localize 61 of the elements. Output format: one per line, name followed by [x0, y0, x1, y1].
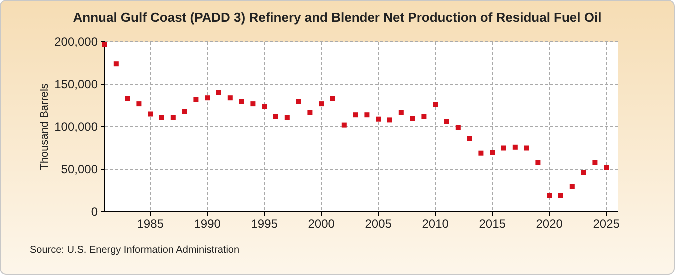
- point: [170, 115, 176, 120]
- point: [536, 160, 541, 166]
- point: [581, 170, 586, 176]
- y-axis-title: Thousand Barrels: [39, 83, 51, 170]
- point: [353, 112, 358, 118]
- point: [422, 114, 427, 120]
- y-tick-label: 100,000: [54, 120, 98, 134]
- point: [205, 96, 210, 101]
- point: [410, 116, 416, 121]
- source-note: Source: U.S. Energy Information Administration: [30, 245, 240, 256]
- point: [570, 184, 575, 189]
- x-tick-label: 2010: [422, 217, 450, 231]
- point: [490, 150, 496, 155]
- point: [148, 112, 154, 117]
- point: [239, 99, 244, 104]
- point: [250, 102, 256, 107]
- chart-title: Annual Gulf Coast (PADD 3) Refinery and Blender Net Production of Residual Fuel Oil: [73, 10, 602, 25]
- point: [502, 146, 506, 151]
- point: [228, 96, 233, 101]
- point: [330, 96, 336, 102]
- point: [182, 109, 188, 114]
- x-tick-label: 2020: [536, 217, 564, 231]
- point: [262, 104, 268, 110]
- x-tick-label: 2000: [308, 217, 336, 231]
- x-tick-label: 2015: [479, 217, 506, 231]
- point: [456, 125, 461, 130]
- x-tick-label: 1990: [194, 217, 222, 231]
- point: [274, 114, 278, 120]
- point: [284, 115, 290, 120]
- point: [319, 102, 324, 107]
- point: [558, 193, 564, 198]
- point: [388, 118, 392, 123]
- point: [604, 165, 610, 170]
- point: [444, 119, 450, 124]
- point: [160, 115, 164, 120]
- point: [592, 160, 598, 166]
- point: [125, 96, 130, 102]
- point: [364, 112, 370, 118]
- y-tick-label: 200,000: [54, 35, 98, 50]
- point: [433, 102, 438, 108]
- point: [342, 122, 347, 128]
- point: [524, 146, 530, 151]
- x-tick-label: 2025: [593, 217, 620, 231]
- point: [547, 193, 552, 198]
- point: [114, 62, 119, 67]
- point: [194, 97, 199, 102]
- y-tick-label: 50,000: [61, 162, 98, 177]
- point: [376, 116, 382, 122]
- point: [467, 136, 472, 142]
- point: [512, 144, 518, 150]
- point: [478, 150, 484, 156]
- x-tick-label: 1985: [137, 217, 164, 231]
- point: [216, 90, 222, 96]
- y-tick-label: 0: [91, 205, 98, 220]
- point: [296, 99, 302, 104]
- point: [136, 102, 142, 107]
- x-tick-label: 2005: [365, 217, 392, 231]
- point: [398, 110, 404, 116]
- point: [308, 110, 313, 116]
- x-tick-label: 1995: [251, 217, 278, 231]
- y-tick-label: 150,000: [54, 78, 98, 92]
